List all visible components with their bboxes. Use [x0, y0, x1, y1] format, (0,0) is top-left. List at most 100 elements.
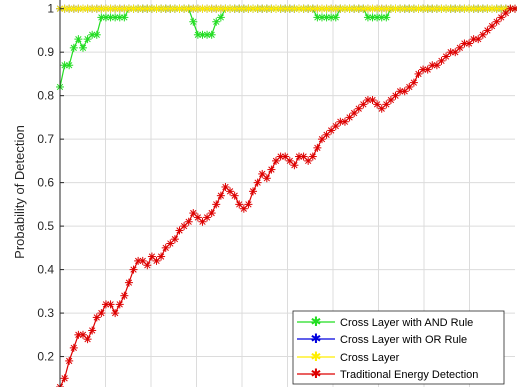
data-point — [120, 291, 129, 300]
data-point — [170, 235, 179, 244]
data-point — [290, 4, 299, 13]
y-tick-label: 0.9 — [37, 45, 54, 59]
data-point — [88, 4, 97, 13]
data-point — [106, 300, 115, 309]
data-point — [313, 4, 322, 13]
data-point — [285, 4, 294, 13]
data-point — [336, 4, 345, 13]
data-point — [147, 4, 156, 13]
data-point — [97, 13, 106, 22]
data-point — [184, 4, 193, 13]
data-point — [400, 4, 409, 13]
data-point — [111, 13, 120, 22]
data-point — [83, 4, 92, 13]
data-point — [193, 4, 202, 13]
y-tick-label: 1 — [47, 2, 54, 16]
legend-label-energy-detection: Traditional Energy Detection — [340, 369, 478, 381]
y-tick-label: 0.7 — [37, 132, 54, 146]
data-point — [350, 4, 359, 13]
data-point — [419, 65, 428, 74]
data-point — [111, 309, 120, 318]
data-point — [304, 4, 313, 13]
data-point — [65, 61, 74, 70]
legend: ✱ Cross Layer with AND Rule ✱ Cross Laye… — [292, 310, 505, 385]
data-point — [308, 152, 317, 161]
legend-asterisk-and-rule: ✱ — [311, 315, 322, 330]
legend-label-and-rule: Cross Layer with AND Rule — [340, 317, 473, 329]
data-point — [267, 165, 276, 174]
data-point — [78, 43, 87, 52]
data-point — [92, 30, 101, 39]
data-point — [115, 300, 124, 309]
legend-asterisk-energy-detection: ✱ — [311, 367, 322, 382]
legend-label-or-rule: Cross Layer with OR Rule — [340, 334, 467, 346]
y-tick-label: 0.4 — [37, 263, 54, 277]
data-point — [437, 56, 446, 65]
data-point — [340, 4, 349, 13]
data-point — [386, 4, 395, 13]
data-point — [488, 22, 497, 31]
legend-item-and-rule: ✱ Cross Layer with AND Rule — [297, 315, 473, 330]
data-point — [216, 191, 225, 200]
data-point — [152, 4, 161, 13]
data-point — [216, 13, 225, 22]
data-point — [258, 169, 267, 178]
data-point — [124, 278, 133, 287]
data-point — [294, 4, 303, 13]
data-point — [207, 30, 216, 39]
legend-item-or-rule: ✱ Cross Layer with OR Rule — [297, 332, 467, 347]
data-point — [253, 178, 262, 187]
data-point — [235, 4, 244, 13]
data-point — [336, 117, 345, 126]
data-point — [331, 122, 340, 131]
data-point — [249, 4, 258, 13]
data-point — [138, 4, 147, 13]
data-point — [65, 4, 74, 13]
legend-item-energy-detection: ✱ Traditional Energy Detection — [297, 367, 478, 382]
data-point — [446, 4, 455, 13]
legend-asterisk-or-rule: ✱ — [311, 332, 322, 347]
y-tick-labels: 0.2 0.3 0.4 0.5 0.6 0.7 0.8 0.9 1 — [37, 2, 64, 364]
data-point — [488, 4, 497, 13]
series-3 — [56, 4, 517, 387]
y-tick-label: 0.2 — [37, 350, 54, 364]
data-point — [322, 13, 331, 22]
data-point — [97, 309, 106, 318]
data-point — [327, 13, 336, 22]
data-point — [272, 4, 281, 13]
data-point — [65, 356, 74, 365]
data-point — [409, 4, 418, 13]
data-point — [345, 113, 354, 122]
data-point — [120, 4, 129, 13]
data-point — [207, 209, 216, 218]
data-point — [69, 343, 78, 352]
data-point — [478, 30, 487, 39]
data-point — [428, 4, 437, 13]
data-point — [74, 35, 83, 44]
data-point — [262, 174, 271, 183]
data-point — [175, 226, 184, 235]
y-tick-label: 0.6 — [37, 176, 54, 190]
data-point — [184, 217, 193, 226]
data-point — [60, 374, 69, 383]
data-point — [363, 96, 372, 105]
data-point — [157, 252, 166, 261]
data-point — [249, 187, 258, 196]
data-point — [88, 30, 97, 39]
y-tick-label: 0.3 — [37, 306, 54, 320]
data-point — [331, 13, 340, 22]
y-tick-label: 0.5 — [37, 219, 54, 233]
data-point — [386, 96, 395, 105]
legend-item-cross-layer: ✱ Cross Layer — [297, 350, 400, 365]
y-tick-label: 0.8 — [37, 89, 54, 103]
data-point — [193, 30, 202, 39]
data-point — [382, 13, 391, 22]
data-point — [373, 13, 382, 22]
data-point — [212, 200, 221, 209]
data-point — [221, 4, 230, 13]
legend-label-cross-layer: Cross Layer — [340, 352, 400, 364]
data-point — [377, 13, 386, 22]
data-point — [134, 256, 143, 265]
data-point — [143, 261, 152, 270]
